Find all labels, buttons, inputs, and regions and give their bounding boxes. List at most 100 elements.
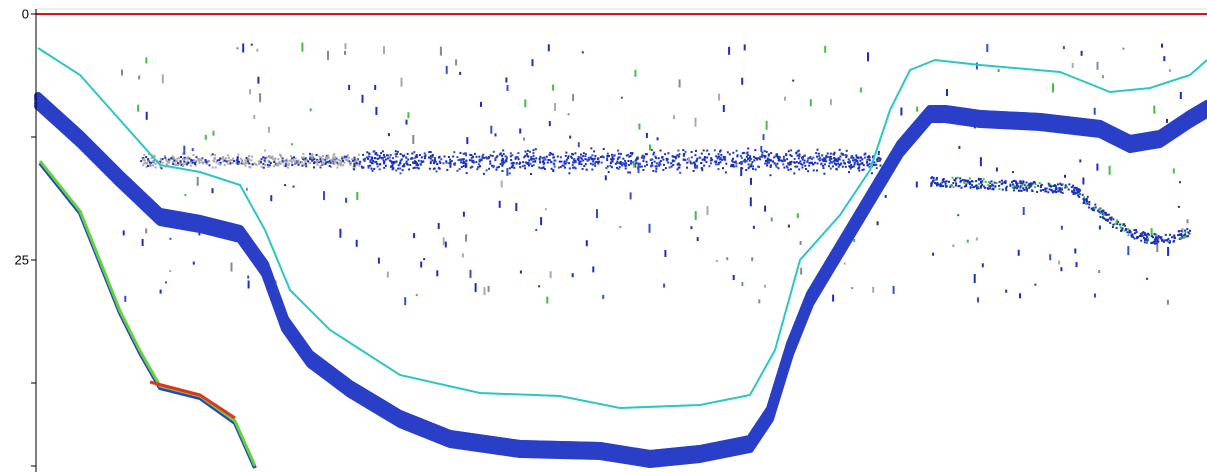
echo-dot [547,158,550,161]
echo-dot [639,165,642,168]
echo-dot [1133,229,1136,232]
echo-dot [837,157,840,160]
echo-dot [1120,229,1122,232]
echo-dot [837,162,840,165]
echo-dot [445,160,448,163]
echo-dot [606,159,609,162]
echo-dot [1162,240,1165,243]
echo-dot [450,160,453,162]
echo-dot [817,152,820,155]
echo-dot [591,163,594,166]
echo-dot [594,154,597,157]
echo-dot [461,253,464,258]
echo-dot [264,160,267,163]
echo-dot [1059,182,1062,185]
echo-dot [366,151,369,154]
echo-dot [532,157,535,160]
echo-dot [251,163,254,166]
echo-dot [1005,187,1007,190]
echo-dot [293,156,295,159]
echo-dot [715,260,718,262]
echo-dot [208,160,211,163]
echo-dot [768,158,771,161]
echo-dot [336,161,339,164]
echo-dot [308,162,311,165]
echo-dot [627,160,630,162]
echo-dot [386,154,388,157]
echo-dot [614,162,617,165]
echo-dot [955,184,957,187]
echo-dot [533,158,536,160]
echo-dot [1011,181,1014,184]
echo-dot [801,158,804,161]
echo-dot [1156,239,1159,242]
echo-dot [431,154,434,156]
echo-dot [786,166,789,169]
echo-dot [732,151,735,154]
echo-dot [590,147,593,150]
echo-dot [495,168,498,171]
echo-dot [147,165,149,167]
echo-dot [796,154,799,157]
echo-dot [878,158,881,161]
echo-dot [858,169,861,172]
echo-dot [505,156,508,159]
echo-dot [726,257,729,261]
echo-dot [619,161,622,163]
echo-dot [866,156,869,159]
echo-dot [662,168,665,171]
echo-dot [329,161,332,164]
echo-dot [834,162,837,165]
echo-dot [832,153,835,156]
echo-dot [1040,184,1042,187]
echo-dot [611,157,614,163]
echo-dot [218,162,220,165]
echo-dot [750,157,753,160]
echo-dot [743,158,746,161]
echo-dot [580,153,582,156]
echo-dot [935,182,938,185]
echo-dot [1092,206,1095,209]
echo-dot [546,296,549,304]
echo-dot [971,180,973,183]
echo-dot [514,157,517,160]
echo-dot [655,170,658,173]
echo-dot [290,160,292,162]
echo-dot [1078,193,1081,196]
echo-dot [852,165,855,168]
echo-dot [541,156,544,159]
echo-dot [357,153,360,156]
echo-dot [1109,216,1112,219]
echo-dot [961,179,964,182]
echo-dot [121,69,123,76]
echo-dot [460,166,463,168]
echo-dot [763,156,766,159]
echo-dot [784,96,786,101]
echo-dot [487,285,490,292]
echo-dot [161,158,164,160]
echo-dot [861,168,864,171]
echo-dot [930,184,933,187]
echo-dot [407,158,410,161]
echo-dot [786,158,789,161]
echo-dot [1005,185,1008,188]
echo-dot [766,157,769,160]
echo-dot [470,157,473,159]
echo-dot [843,262,846,265]
echo-dot [848,160,851,163]
echo-dot [211,153,214,156]
echo-dot [1115,219,1118,222]
echo-dot [594,164,597,167]
echo-dot [375,152,378,154]
echo-dot [169,237,172,240]
echo-dot [940,185,943,188]
echo-dot [320,162,323,165]
echo-dot [1119,226,1122,229]
echo-dot [360,165,363,168]
echo-dot [663,283,666,288]
echo-dot [191,148,194,152]
echo-dot [932,176,935,179]
bottom-echo [34,92,1207,464]
echo-dot [960,186,963,189]
echo-dot [1150,241,1153,244]
